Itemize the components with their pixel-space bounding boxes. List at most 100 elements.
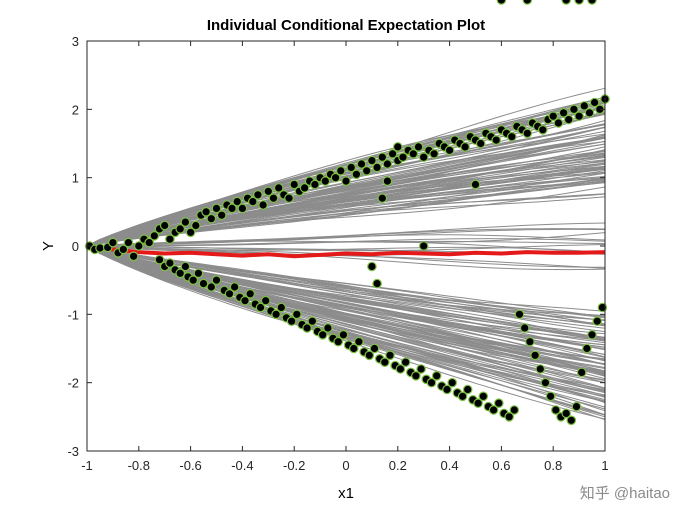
observation-point bbox=[185, 227, 196, 238]
watermark-text: 知乎 @haitao bbox=[580, 485, 670, 502]
observation-point bbox=[307, 316, 318, 326]
observation-point bbox=[245, 288, 255, 299]
x-tick-label: 1 bbox=[601, 458, 608, 473]
observation-point bbox=[175, 268, 185, 279]
y-tick-label: 0 bbox=[72, 239, 79, 254]
observation-point bbox=[582, 343, 592, 354]
observation-point bbox=[198, 278, 209, 289]
observation-point bbox=[491, 135, 501, 145]
observation-point bbox=[579, 101, 590, 111]
observation-point bbox=[338, 329, 349, 340]
observation-point bbox=[201, 207, 211, 217]
observation-point bbox=[330, 172, 341, 183]
observation-point bbox=[589, 97, 600, 108]
observation-point bbox=[351, 169, 362, 180]
observation-point bbox=[522, 128, 533, 139]
x-tick-label: 0 bbox=[342, 458, 349, 473]
observation-point bbox=[530, 350, 540, 361]
observation-point bbox=[561, 0, 571, 5]
observation-point bbox=[372, 278, 382, 289]
ice-curve bbox=[86, 161, 606, 247]
observation-point bbox=[175, 224, 185, 234]
observation-point bbox=[506, 131, 517, 142]
ice-curve bbox=[86, 245, 606, 392]
x-tick-label: -0.8 bbox=[128, 458, 150, 473]
ice-curve bbox=[86, 234, 606, 247]
observation-point bbox=[561, 408, 571, 419]
observation-point bbox=[470, 179, 481, 190]
observation-point bbox=[574, 111, 584, 121]
observation-point bbox=[108, 237, 118, 248]
observation-point bbox=[519, 323, 530, 333]
observation-point bbox=[317, 329, 328, 340]
observation-point bbox=[553, 118, 564, 128]
observation-point bbox=[473, 398, 483, 408]
observation-point bbox=[216, 210, 227, 220]
observation-point bbox=[571, 401, 582, 412]
observation-point bbox=[592, 316, 602, 326]
observation-point bbox=[387, 149, 398, 159]
observation-point bbox=[514, 309, 525, 320]
ice-curve bbox=[86, 245, 606, 269]
observation-point bbox=[429, 149, 439, 159]
observation-point bbox=[258, 200, 268, 210]
observation-point bbox=[431, 370, 442, 381]
y-tick-label: -2 bbox=[67, 376, 79, 391]
observation-point bbox=[268, 193, 279, 203]
y-tick-label: 3 bbox=[72, 34, 79, 49]
observation-point bbox=[382, 176, 393, 186]
observation-point bbox=[509, 405, 520, 415]
observation-point bbox=[323, 323, 333, 333]
observation-point bbox=[229, 282, 240, 292]
observation-point bbox=[253, 190, 263, 200]
observation-point bbox=[493, 398, 504, 408]
observation-point bbox=[584, 108, 595, 118]
observation-point bbox=[320, 176, 331, 186]
observation-point bbox=[426, 377, 437, 388]
observation-point bbox=[364, 350, 375, 361]
observation-point bbox=[346, 162, 356, 173]
observation-point bbox=[149, 231, 160, 241]
ice-curve bbox=[86, 245, 606, 416]
observation-point bbox=[240, 295, 250, 306]
observation-point bbox=[154, 254, 165, 265]
observation-point bbox=[159, 220, 170, 231]
x-axis-ticks: -1 -0.8 -0.6 -0.4 -0.2 0 0.2 0.4 0.6 0.8 1 bbox=[81, 41, 609, 473]
y-tick-label: 1 bbox=[72, 171, 79, 186]
observation-point bbox=[411, 370, 421, 381]
observation-point bbox=[540, 377, 551, 388]
observation-point bbox=[260, 295, 271, 306]
x-tick-label: 0.8 bbox=[544, 458, 562, 473]
observation-point bbox=[496, 0, 507, 5]
observation-point bbox=[587, 0, 597, 5]
ice-curve bbox=[86, 137, 606, 247]
observation-point bbox=[392, 142, 403, 152]
observation-point bbox=[348, 343, 359, 354]
observation-point bbox=[211, 275, 222, 285]
observation-point bbox=[574, 0, 584, 5]
x-tick-label: 0.4 bbox=[441, 458, 459, 473]
ice-curve bbox=[86, 146, 606, 247]
x-tick-label: -1 bbox=[81, 458, 93, 473]
observation-point bbox=[462, 384, 473, 395]
observation-point bbox=[576, 367, 587, 378]
observation-point bbox=[413, 142, 424, 152]
observation-point bbox=[361, 166, 372, 176]
observation-point bbox=[548, 111, 558, 121]
observation-point bbox=[569, 104, 579, 115]
x-tick-label: -0.2 bbox=[283, 458, 305, 473]
x-tick-label: -0.4 bbox=[231, 458, 253, 473]
observation-point bbox=[271, 309, 281, 320]
observation-point bbox=[335, 166, 346, 176]
ice-curve bbox=[86, 141, 606, 247]
y-axis-label: Y bbox=[40, 241, 57, 251]
ice-curve bbox=[86, 244, 606, 252]
observation-point bbox=[284, 193, 294, 203]
observation-point bbox=[385, 350, 395, 361]
observation-point bbox=[180, 261, 191, 272]
observation-point bbox=[144, 237, 154, 248]
ice-curve bbox=[86, 98, 606, 247]
y-axis-ticks: -3 -2 -1 0 1 2 3 bbox=[67, 34, 605, 459]
ice-curve bbox=[86, 245, 606, 404]
observation-point bbox=[180, 217, 191, 227]
